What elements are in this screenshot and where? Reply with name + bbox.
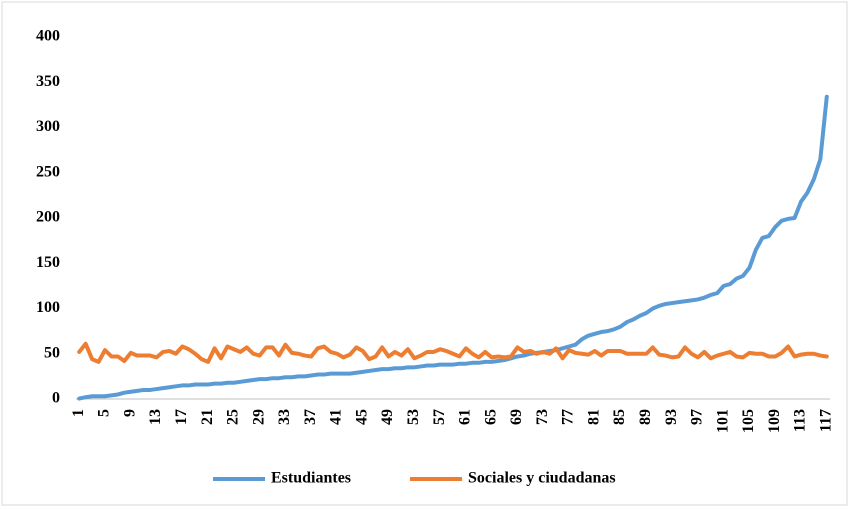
x-tick-label: 13 (147, 409, 164, 425)
x-tick-label: 93 (663, 409, 680, 425)
x-tick-label: 77 (560, 409, 577, 425)
series-line (77, 341, 829, 364)
x-tick-label: 61 (457, 409, 474, 425)
series-line (77, 94, 829, 401)
x-tick-label: 1 (70, 409, 87, 417)
x-tick-label: 109 (766, 409, 783, 433)
x-tick-label: 97 (689, 409, 706, 425)
y-tick-label: 400 (36, 28, 60, 45)
x-tick-label: 69 (508, 409, 525, 425)
x-tick-label: 65 (482, 409, 499, 425)
x-tick-label: 21 (199, 409, 216, 425)
y-tick-label: 250 (36, 163, 60, 180)
x-tick-label: 25 (225, 409, 242, 425)
x-tick-label: 117 (817, 409, 834, 432)
y-tick-label: 350 (36, 73, 60, 90)
x-tick-label: 33 (276, 409, 293, 425)
y-tick-label: 300 (36, 118, 60, 135)
x-tick-label: 73 (534, 409, 551, 425)
x-tick-label: 37 (302, 409, 319, 425)
x-tick-label: 53 (405, 409, 422, 425)
x-tick-label: 89 (637, 409, 654, 425)
legend-label: Estudiantes (271, 470, 351, 487)
x-tick-label: 17 (173, 409, 190, 425)
x-tick-label: 113 (792, 409, 809, 432)
x-tick-label: 5 (96, 409, 113, 417)
x-tick-label: 45 (353, 409, 370, 425)
x-tick-label: 57 (431, 409, 448, 425)
x-tick-label: 105 (740, 409, 757, 433)
y-tick-label: 100 (36, 299, 60, 316)
x-tick-label: 81 (585, 409, 602, 425)
y-tick-label: 150 (36, 254, 60, 271)
x-tick-label: 29 (250, 409, 267, 425)
x-tick-label: 49 (379, 409, 396, 425)
y-tick-label: 200 (36, 209, 60, 226)
y-tick-label: 50 (44, 344, 60, 361)
x-tick-label: 101 (714, 409, 731, 433)
y-tick-label: 0 (52, 390, 60, 407)
x-tick-label: 9 (121, 409, 138, 417)
legend-label: Sociales y ciudadanas (468, 470, 616, 487)
x-tick-label: 85 (611, 409, 628, 425)
x-tick-label: 41 (328, 409, 345, 425)
